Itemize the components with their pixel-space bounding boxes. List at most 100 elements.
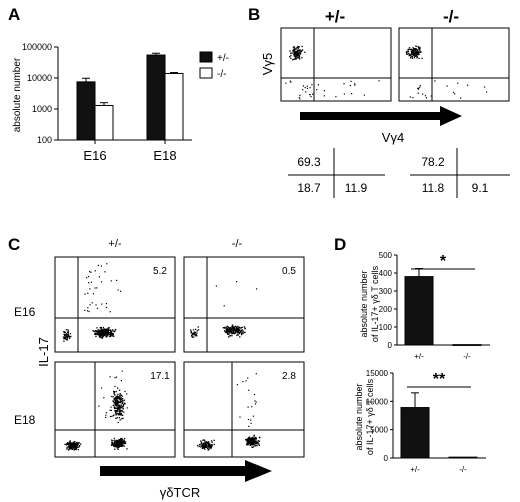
event-dot (200, 440, 202, 442)
event-dot (411, 49, 413, 51)
event-dot (414, 49, 416, 52)
event-dot (249, 437, 251, 439)
event-dot (412, 51, 415, 53)
event-dot (248, 443, 250, 445)
event-dot (209, 446, 211, 448)
event-dot (234, 328, 237, 330)
event-dot (110, 406, 112, 408)
event-dot (115, 405, 118, 407)
event-dot (201, 444, 203, 446)
event-dot (122, 399, 124, 402)
event-dot (228, 329, 230, 331)
event-dot (289, 56, 291, 58)
event-dot (252, 443, 254, 445)
event-dot (227, 327, 229, 329)
event-dot (418, 47, 420, 49)
event-dot (106, 333, 109, 336)
event-dot (114, 409, 116, 412)
event-dot (229, 328, 231, 330)
event-dot (236, 281, 238, 283)
event-dot (98, 331, 100, 333)
panel-d-bottom-ylabel-2: of IL-17+ γδ T cells (365, 378, 375, 455)
event-dot (111, 439, 113, 441)
event-dot (90, 271, 92, 273)
event-dot (234, 332, 236, 334)
event-dot (293, 48, 295, 50)
event-dot (420, 51, 422, 53)
event-dot (247, 377, 249, 379)
event-dot (119, 409, 121, 411)
event-dot (108, 327, 110, 329)
event-dot (105, 414, 107, 416)
event-dot (101, 337, 104, 339)
event-dot (232, 330, 235, 332)
event-dot (292, 49, 294, 51)
event-dot (290, 54, 292, 57)
event-dot (113, 390, 115, 393)
event-dot (69, 444, 72, 446)
event-dot (309, 87, 311, 89)
event-dot (119, 395, 121, 397)
event-dot (114, 443, 116, 445)
event-dot (416, 53, 418, 55)
event-dot (250, 438, 253, 440)
event-dot (415, 53, 417, 55)
event-dot (112, 334, 114, 336)
event-dot (295, 55, 297, 58)
event-dot (237, 327, 239, 329)
event-dot (407, 50, 410, 52)
event-dot (66, 331, 69, 334)
event-dot (293, 53, 295, 56)
event-dot (106, 334, 109, 337)
bar (94, 104, 114, 141)
event-dot (122, 404, 124, 406)
event-dot (414, 52, 416, 55)
event-dot (247, 418, 250, 421)
event-dot (117, 393, 119, 395)
event-dot (245, 444, 248, 446)
panel-a-ylabel: absolute number (12, 57, 23, 132)
event-dot (239, 416, 241, 418)
event-dot (202, 443, 204, 445)
event-dot (74, 441, 76, 443)
event-dot (248, 440, 251, 442)
event-dot (237, 332, 239, 334)
event-dot (119, 402, 121, 404)
event-dot (406, 50, 408, 53)
event-dot (66, 339, 68, 341)
event-dot (120, 443, 122, 446)
panel-c-events (62, 263, 261, 451)
event-dot (116, 407, 118, 409)
event-dot (119, 419, 121, 421)
event-dot (238, 329, 240, 331)
event-dot (316, 89, 318, 91)
event-dot (430, 95, 432, 97)
panel-a-bar-chart: absolute number 100 1000 10000 100000 E16 E18… (12, 42, 229, 163)
event-dot (107, 329, 109, 331)
event-dot (227, 336, 230, 338)
event-dot (410, 55, 412, 57)
event-dot (69, 333, 72, 335)
event-dot (69, 442, 71, 444)
event-dot (298, 54, 300, 56)
event-dot (413, 52, 415, 54)
event-dot (300, 52, 302, 54)
event-dot (231, 324, 234, 326)
event-dot (74, 445, 76, 448)
event-dot (414, 51, 416, 53)
event-dot (74, 448, 76, 450)
event-dot (67, 336, 69, 339)
event-dot (285, 82, 287, 84)
panel-label-b: B (248, 5, 260, 24)
event-dot (109, 335, 111, 338)
event-dot (69, 446, 71, 448)
event-dot (121, 370, 123, 372)
event-dot (249, 441, 251, 443)
event-dot (71, 443, 73, 445)
event-dot (227, 326, 230, 329)
event-dot (102, 326, 105, 329)
event-dot (118, 406, 120, 408)
event-dot (295, 48, 297, 50)
event-dot (250, 441, 252, 443)
event-dot (422, 93, 424, 95)
